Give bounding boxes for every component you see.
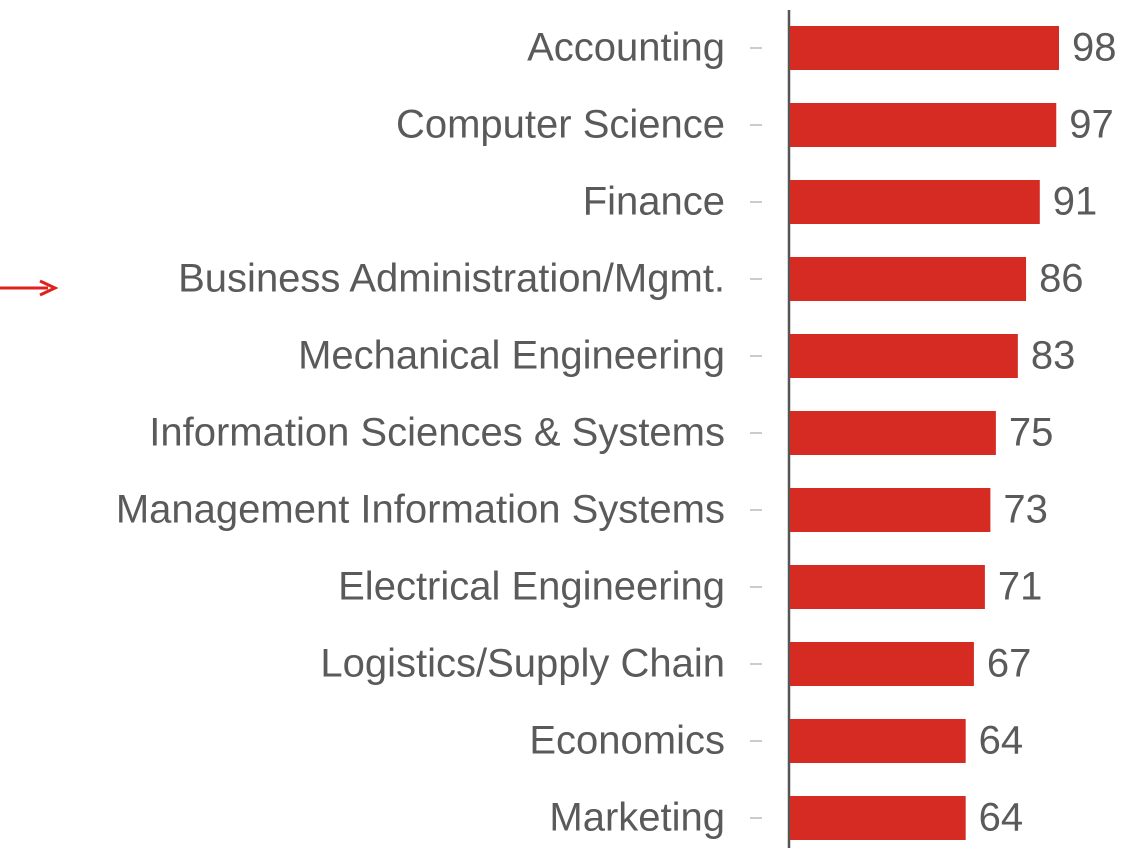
value-label: 75 [1009,411,1054,455]
category-label: Management Information Systems [116,488,725,532]
value-label: 64 [979,796,1024,840]
category-label: Marketing [549,796,725,840]
bar [790,719,966,763]
value-label: 91 [1053,180,1098,224]
highlight-arrow [0,279,59,297]
category-label: Electrical Engineering [338,565,725,609]
value-label: 98 [1072,26,1117,70]
bar [790,642,974,686]
category-label: Accounting [527,26,725,70]
bar [790,103,1057,147]
bar [790,565,985,609]
bar [790,411,996,455]
category-label: Logistics/Supply Chain [320,642,725,686]
category-label: Computer Science [396,103,725,147]
value-label: 71 [998,565,1043,609]
bar [790,257,1027,301]
value-label: 97 [1069,103,1114,147]
bar [790,488,991,532]
bar [790,796,966,840]
value-label: 86 [1039,257,1084,301]
value-label: 73 [1003,488,1048,532]
category-label: Business Administration/Mgmt. [178,257,725,301]
bar [790,334,1018,378]
category-label: Economics [529,719,725,763]
bar [790,180,1040,224]
category-label: Finance [583,180,725,224]
category-label: Mechanical Engineering [298,334,725,378]
category-label: Information Sciences & Systems [149,411,725,455]
bar [790,26,1060,70]
value-label: 67 [987,642,1032,686]
value-label: 64 [979,719,1024,763]
value-label: 83 [1031,334,1076,378]
